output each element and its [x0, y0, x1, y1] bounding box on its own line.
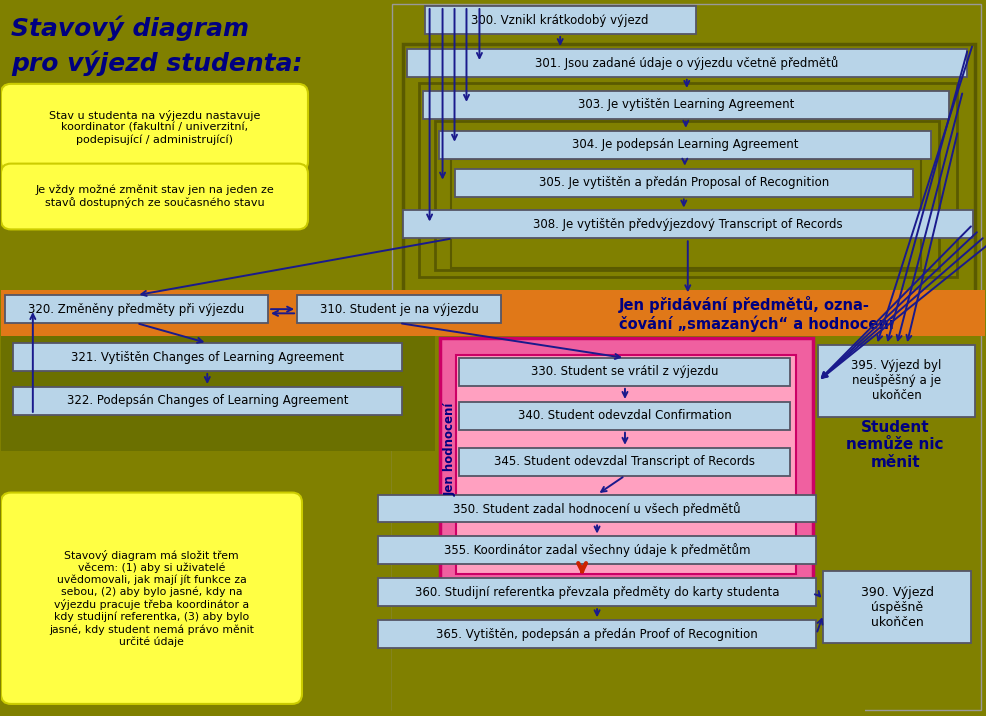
Text: 300. Vznikl krátkodobý výjezd: 300. Vznikl krátkodobý výjezd [471, 14, 648, 26]
FancyBboxPatch shape [391, 338, 865, 712]
FancyBboxPatch shape [406, 49, 966, 77]
FancyBboxPatch shape [450, 159, 920, 268]
FancyBboxPatch shape [378, 620, 815, 648]
FancyBboxPatch shape [822, 571, 970, 643]
FancyBboxPatch shape [1, 290, 984, 336]
Text: 390. Výjezd
úspěšně
ukoňčen: 390. Výjezd úspěšně ukoňčen [860, 586, 933, 629]
Text: Jen hodnocení: Jen hodnocení [444, 403, 457, 496]
FancyBboxPatch shape [422, 91, 948, 119]
FancyBboxPatch shape [434, 121, 938, 270]
Text: 350. Student zadal hodnocení u všech předmětů: 350. Student zadal hodnocení u všech pře… [453, 501, 740, 516]
FancyBboxPatch shape [13, 343, 401, 371]
FancyBboxPatch shape [378, 579, 815, 606]
Text: Jen přidávání předmětů, ozna-
čování „smazaných“ a hodnocení: Jen přidávání předmětů, ozna- čování „sm… [618, 296, 893, 332]
FancyBboxPatch shape [438, 131, 930, 159]
FancyBboxPatch shape [456, 355, 796, 574]
Text: 365. Vytištěn, podepsán a předán Proof of Recognition: 365. Vytištěn, podepsán a předán Proof o… [436, 628, 757, 641]
Text: pro výjezd studenta:: pro výjezd studenta: [11, 51, 302, 77]
FancyBboxPatch shape [1, 493, 302, 704]
Text: 305. Je vytištěn a předán Proposal of Recognition: 305. Je vytištěn a předán Proposal of Re… [538, 176, 828, 189]
FancyBboxPatch shape [391, 4, 980, 710]
FancyBboxPatch shape [459, 402, 790, 430]
Text: 321. Vytištěn Changes of Learning Agreement: 321. Vytištěn Changes of Learning Agreem… [71, 351, 343, 364]
FancyBboxPatch shape [1, 336, 434, 450]
FancyBboxPatch shape [459, 358, 790, 386]
FancyBboxPatch shape [13, 387, 401, 415]
Text: Stavový diagram: Stavový diagram [11, 15, 248, 41]
FancyBboxPatch shape [454, 168, 912, 196]
FancyBboxPatch shape [378, 495, 815, 523]
FancyBboxPatch shape [817, 345, 974, 417]
FancyBboxPatch shape [378, 536, 815, 564]
Text: 330. Student se vrátil z výjezdu: 330. Student se vrátil z výjezdu [530, 365, 718, 379]
FancyBboxPatch shape [297, 295, 501, 323]
FancyBboxPatch shape [424, 6, 695, 34]
FancyBboxPatch shape [418, 83, 956, 277]
Text: 301. Jsou zadané údaje o výjezdu včetně předmětů: 301. Jsou zadané údaje o výjezdu včetně … [534, 56, 838, 70]
Text: 322. Podepsán Changes of Learning Agreement: 322. Podepsán Changes of Learning Agreem… [66, 395, 348, 407]
Text: 395. Výjezd byl
neušpěšný a je
ukoňčen: 395. Výjezd byl neušpěšný a je ukoňčen [851, 359, 941, 402]
FancyBboxPatch shape [402, 211, 972, 238]
Text: 345. Student odevzdal Transcript of Records: 345. Student odevzdal Transcript of Reco… [494, 455, 754, 468]
Text: Je vždy možné změnit stav jen na jeden ze
stavů dostupných ze současného stavu: Je vždy možné změnit stav jen na jeden z… [35, 185, 273, 208]
FancyBboxPatch shape [439, 338, 812, 585]
Text: 304. Je podepsán Learning Agreement: 304. Je podepsán Learning Agreement [571, 138, 798, 151]
Text: 320. Změněny předměty při výjezdu: 320. Změněny předměty při výjezdu [29, 303, 245, 316]
Text: 355. Koordinátor zadal všechny údaje k předmětům: 355. Koordinátor zadal všechny údaje k p… [444, 543, 749, 557]
FancyBboxPatch shape [459, 448, 790, 475]
Text: Student
nemůže nic
měnit: Student nemůže nic měnit [846, 420, 943, 470]
Text: Stavový diagram má složit třem
věcem: (1) aby si uživatelé
uvědomovali, jak mají: Stavový diagram má složit třem věcem: (1… [49, 550, 253, 647]
Text: 360. Studijní referentka převzala předměty do karty studenta: 360. Studijní referentka převzala předmě… [414, 586, 779, 599]
Text: Stav u studenta na výjezdu nastavuje
koordinator (fakultní / univerzitní,
podepi: Stav u studenta na výjezdu nastavuje koo… [48, 110, 260, 145]
FancyBboxPatch shape [1, 84, 308, 172]
Text: 303. Je vytištěn Learning Agreement: 303. Je vytištěn Learning Agreement [577, 98, 793, 111]
Text: 310. Student je na výjezdu: 310. Student je na výjezdu [319, 303, 478, 316]
FancyBboxPatch shape [402, 44, 974, 295]
Text: 340. Student odevzdal Confirmation: 340. Student odevzdal Confirmation [518, 410, 731, 422]
FancyBboxPatch shape [1, 164, 308, 229]
Text: 308. Je vytištěn předvýjezdový Transcript of Records: 308. Je vytištěn předvýjezdový Transcrip… [532, 218, 842, 231]
FancyBboxPatch shape [5, 295, 268, 323]
